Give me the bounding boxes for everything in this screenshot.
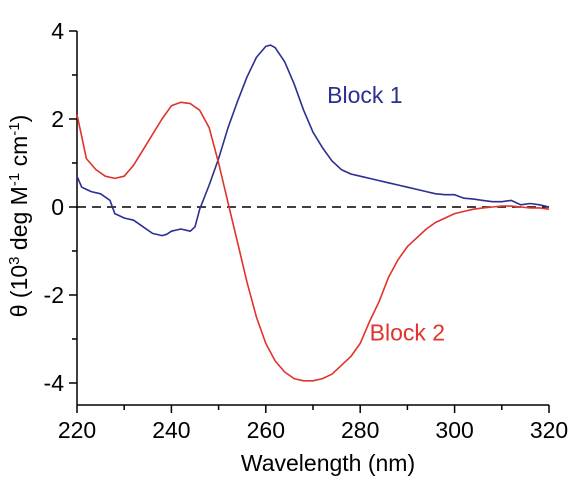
series-label-2: Block 2 <box>370 319 445 345</box>
y-axis-title-part: -1 <box>6 122 23 135</box>
y-axis-title: θ (103 deg M-1 cm-1) <box>6 115 33 318</box>
series-group <box>76 44 550 382</box>
y-tick-label: 0 <box>51 194 64 220</box>
labels: Block 1 Block 2 <box>327 82 445 346</box>
y-axis-title-part: -1 <box>6 173 23 186</box>
x-tick-label: 320 <box>530 417 568 443</box>
axes <box>76 31 549 406</box>
y-tick-label: 4 <box>51 18 64 44</box>
series-line-1 <box>76 44 550 237</box>
x-tick-label: 300 <box>435 417 473 443</box>
x-tick-label: 260 <box>247 417 285 443</box>
x-axis-title: Wavelength (nm) <box>241 450 415 476</box>
x-tick-label: 240 <box>152 417 190 443</box>
series-line-2 <box>76 101 550 382</box>
y-axis-title-part: θ (10 <box>6 265 32 317</box>
x-tick-label: 220 <box>58 417 96 443</box>
y-axis-title-part: ) <box>6 115 32 123</box>
y-tick-label: -4 <box>44 370 65 396</box>
y-axis-title-part: cm <box>6 136 32 173</box>
y-axis-title-part: 3 <box>6 256 23 264</box>
y-axis-title-part: deg M <box>6 186 32 256</box>
y-tick-label: 2 <box>51 106 64 132</box>
x-tick-label: 280 <box>341 417 379 443</box>
ticks: 220 240 260 280 300 320 4 2 0 -2 -4 <box>44 18 569 443</box>
series-label-1: Block 1 <box>327 82 402 108</box>
y-tick-label: -2 <box>44 282 64 308</box>
